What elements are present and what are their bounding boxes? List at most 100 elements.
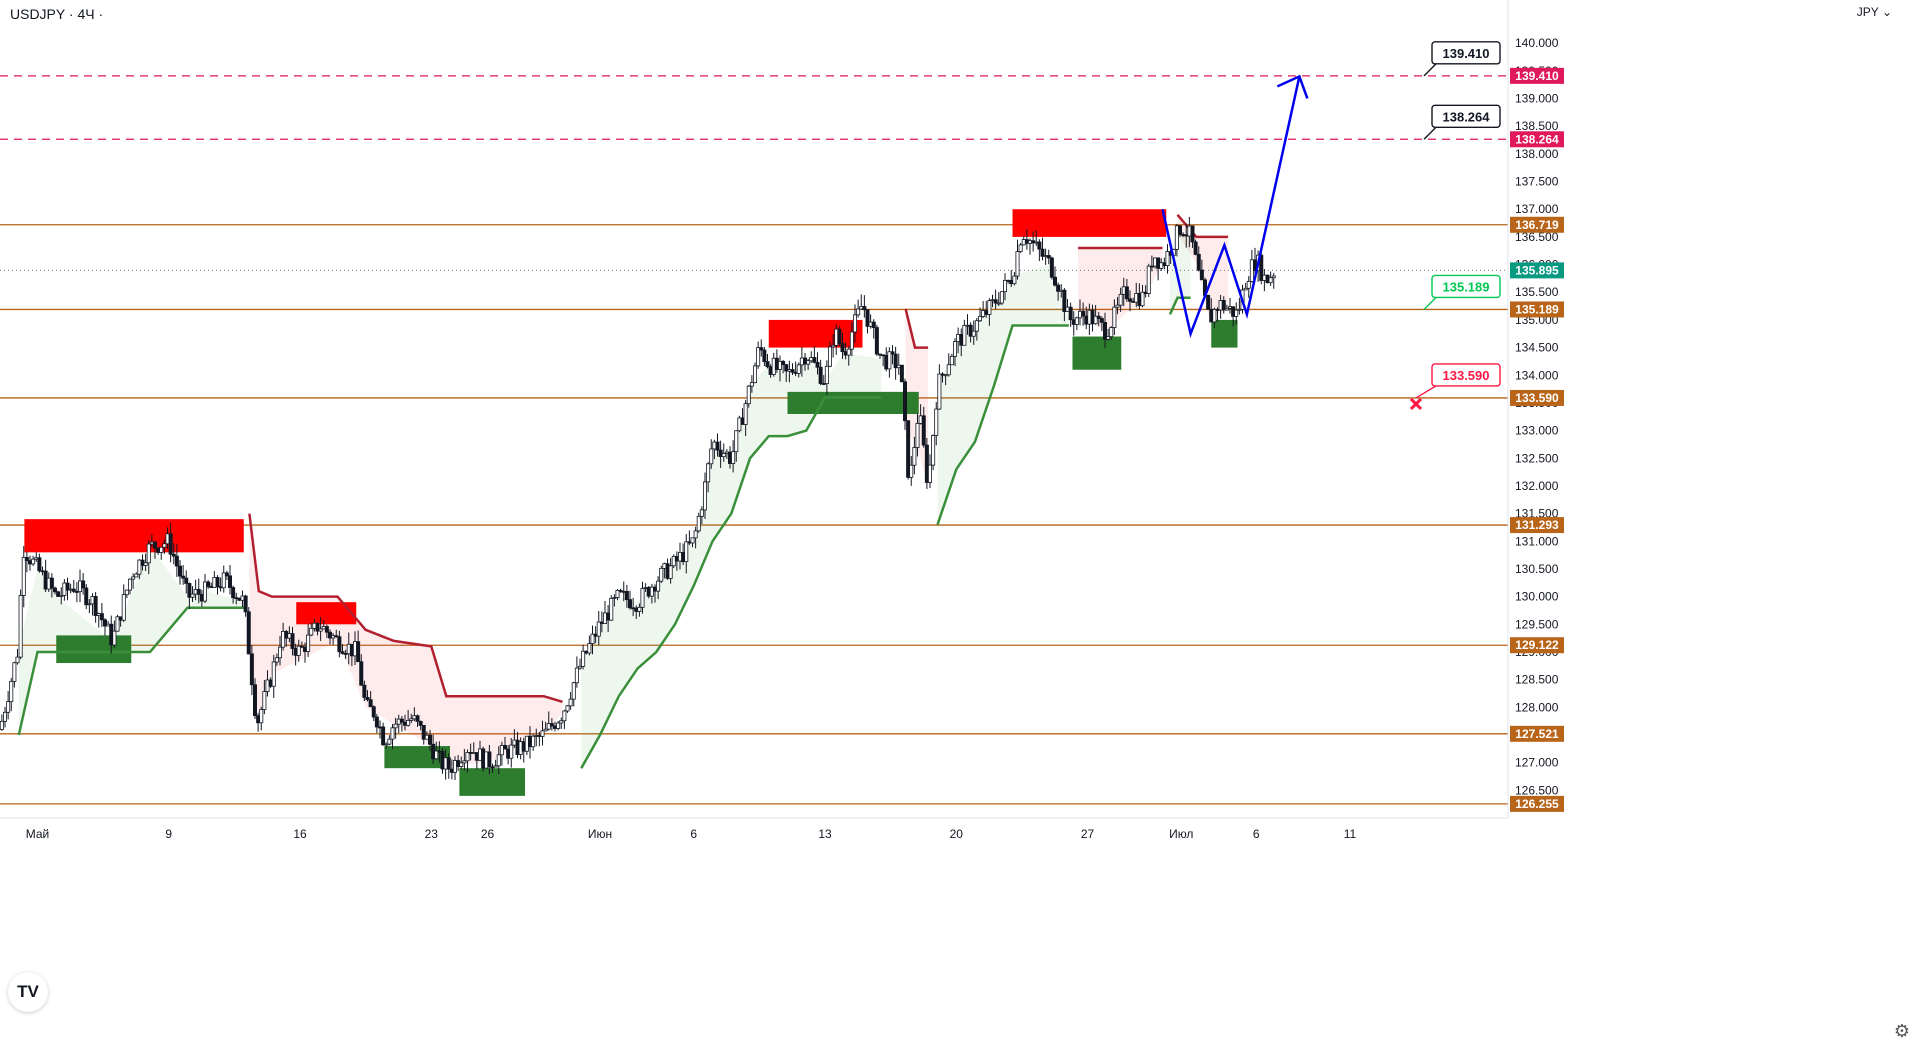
bearish-candle [1099,318,1104,323]
currency-selector[interactable]: JPY ⌄ [1857,5,1892,19]
bearish-candle [621,590,626,593]
bearish-candle [759,347,764,351]
uptrend-line [580,396,882,769]
bullish-candle [1021,239,1026,246]
bearish-candle [359,661,364,686]
bearish-candle [881,354,886,357]
bullish-candle [424,734,429,740]
bullish-candle [896,364,901,369]
y-tick-label: 138.500 [1515,119,1559,133]
bearish-candle [984,310,989,315]
x-tick-label: 6 [690,827,697,841]
level-tag-text: 136.719 [1515,218,1559,232]
symbol-label[interactable]: USDJPY · 4Ч · [10,6,103,22]
bullish-candle [296,645,301,656]
bearish-candle [184,577,189,584]
current-tag-text: 135.895 [1515,263,1559,277]
bearish-candle [665,563,670,579]
bullish-candle [1153,257,1158,267]
bullish-candle [834,328,839,346]
level-price-tag: 127.521 [1510,725,1564,742]
gear-icon[interactable]: ⚙ [1893,1021,1910,1041]
bullish-candle [581,650,586,667]
bullish-candle [721,453,726,458]
y-tick-label: 132.000 [1515,479,1559,493]
callout-box [1431,274,1501,299]
bearish-candle [1193,241,1198,255]
bullish-candle [240,595,245,601]
bullish-candle [1212,309,1217,323]
bullish-candle [393,723,398,729]
bullish-candle [953,341,958,357]
bearish-candle [618,589,623,592]
bearish-candle [437,750,442,753]
bearish-candle [246,611,251,655]
bearish-candle [81,580,86,589]
bearish-candle [1162,262,1167,267]
bullish-candle [743,403,748,425]
y-tick-label: 137.000 [1515,202,1559,216]
bearish-candle [474,752,479,761]
bullish-candle [965,324,970,327]
bearish-candle [237,597,242,601]
forecast-arrowhead [1276,74,1309,99]
bullish-candle [6,701,11,713]
bullish-candle [574,667,579,684]
bullish-candle [684,541,689,563]
bullish-candle [265,679,270,692]
bearish-candle [324,626,329,633]
bullish-candle [1134,293,1139,303]
bullish-candle [1249,259,1254,282]
bullish-candle [699,509,704,517]
bullish-candle [971,330,976,337]
bullish-candle [112,630,117,646]
bearish-candle [490,766,495,769]
current-price-tag: 135.895 [1510,262,1564,279]
bearish-candle [653,586,658,592]
bullish-candle [1018,244,1023,252]
bullish-candle [87,603,92,606]
bearish-candle [1103,321,1108,340]
bearish-candle [446,757,451,770]
x-tick-label: 23 [425,827,439,841]
bearish-candle [784,364,789,372]
bullish-candle [981,310,986,317]
bullish-candle [565,705,570,712]
resistance-zone [768,319,863,348]
bearish-candle [27,560,32,565]
bullish-candle [749,382,754,387]
bullish-candle [1271,275,1276,279]
target-tag-bg [1510,67,1564,84]
bullish-candle [165,533,170,545]
bullish-candle [999,291,1004,304]
bullish-candle [452,760,457,773]
bullish-candle [596,621,601,637]
tradingview-logo[interactable]: TV [8,972,48,1012]
bullish-candle [387,738,392,745]
bullish-candle [671,555,676,567]
bearish-candle [774,357,779,370]
bullish-candle [615,589,620,598]
bullish-candle [1243,287,1248,291]
bullish-candle [149,541,154,545]
bullish-candle [796,364,801,374]
bullish-candle [1118,293,1123,306]
bullish-candle [824,365,829,385]
bearish-candle [718,449,723,458]
bearish-candle [40,570,45,573]
bearish-candle [174,555,179,567]
bearish-candle [399,718,404,723]
bullish-candle [531,735,536,748]
bullish-candle [121,594,126,621]
bearish-candle [252,684,257,717]
callout-pointer [1423,63,1437,77]
bearish-candle [1131,300,1136,303]
bullish-candle [321,626,326,630]
bullish-candle [734,430,739,453]
bullish-candle [3,711,8,722]
callout-box [1431,41,1501,65]
bullish-candle [1028,240,1033,244]
level-tag-text: 129.122 [1515,638,1559,652]
